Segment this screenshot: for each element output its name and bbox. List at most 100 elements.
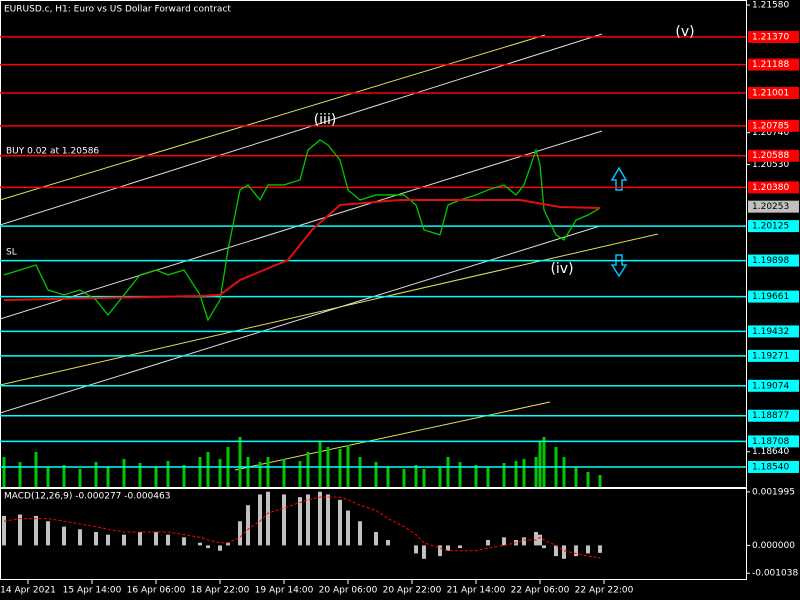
macd-bar <box>106 534 110 546</box>
volume-bar <box>34 452 38 487</box>
price-line <box>3 198 601 301</box>
macd-bar <box>282 494 286 546</box>
macd-bar <box>486 540 490 546</box>
macd-bar <box>414 545 418 554</box>
volume-bar <box>258 462 262 487</box>
macd-bar <box>226 542 230 546</box>
level-label: 1.20785 <box>752 121 789 131</box>
macd-bar <box>78 529 82 546</box>
price-line <box>3 139 601 322</box>
volume-bar <box>522 459 526 487</box>
volume-bar <box>298 461 302 487</box>
macd-bar <box>138 531 142 546</box>
macd-bar <box>542 545 546 549</box>
signal-line <box>3 496 601 559</box>
macd-bar <box>438 545 442 557</box>
macd-bar <box>122 534 126 546</box>
wave-label: (iv) <box>550 261 573 277</box>
x-tick-label: 20 Apr 06:00 <box>319 586 378 596</box>
macd-bar <box>18 514 22 546</box>
volume-bar <box>62 465 66 487</box>
level-label: 1.21370 <box>752 32 789 42</box>
y-tick-label: 1.21580 <box>752 1 789 11</box>
volume-bar <box>502 463 506 487</box>
level-tag <box>748 460 799 473</box>
macd-bar <box>238 521 242 546</box>
level-label: 1.19074 <box>752 381 789 391</box>
current-price-tag <box>748 200 799 213</box>
volume-bar <box>282 459 286 487</box>
volume-bar <box>198 457 202 487</box>
macd-bar <box>534 531 538 546</box>
trend-line <box>0 34 546 201</box>
volume-bar <box>386 467 390 487</box>
volume-bar <box>154 467 158 487</box>
y-tick-label: 1.20740 <box>752 128 789 138</box>
level-label: 1.21001 <box>752 88 789 98</box>
level-tag <box>748 254 799 267</box>
macd-bar <box>586 545 590 554</box>
volume-bar <box>542 437 546 487</box>
y-tick-label: 0.001995 <box>752 487 795 497</box>
volume-bar <box>514 461 518 487</box>
macd-bar <box>562 545 566 559</box>
macd-bar <box>598 545 602 553</box>
wave-label: (v) <box>675 24 694 40</box>
volume-bar <box>166 461 170 487</box>
volume-bar <box>46 467 50 487</box>
macd-frame <box>0 488 747 580</box>
y-tick-label: 0.000000 <box>752 541 795 551</box>
current-price-label: 1.20253 <box>752 202 789 212</box>
y-tick-label: 1.18640 <box>752 447 789 457</box>
macd-bar <box>422 545 426 559</box>
volume-bar <box>402 469 406 487</box>
volume-bar <box>338 449 342 487</box>
macd-bar <box>338 499 342 546</box>
volume-bar <box>458 462 462 487</box>
volume-bar <box>182 465 186 487</box>
x-tick-label: 14 Apr 2021 <box>0 586 56 596</box>
volume-bar <box>238 437 242 487</box>
level-label: 1.19898 <box>752 256 789 266</box>
x-tick-label: 15 Apr 14:00 <box>63 586 122 596</box>
level-label: 1.19661 <box>752 292 789 302</box>
x-tick-label: 18 Apr 22:00 <box>191 586 250 596</box>
macd-bar <box>258 494 262 546</box>
x-tick-label: 20 Apr 22:00 <box>383 586 442 596</box>
level-tag <box>748 86 799 99</box>
level-tag <box>748 290 799 303</box>
volume-bar <box>266 457 270 487</box>
volume-bar <box>438 467 442 487</box>
volume-bar <box>122 459 126 487</box>
volume-bar <box>598 475 602 487</box>
level-tag <box>748 149 799 162</box>
volume-bar <box>486 467 490 487</box>
x-tick-label: 19 Apr 14:00 <box>255 586 314 596</box>
volume-bar <box>534 457 538 487</box>
trend-line <box>0 33 603 226</box>
level-tag <box>748 30 799 43</box>
macd-bar <box>306 494 310 546</box>
macd-bar <box>458 545 462 549</box>
volume-bar <box>94 462 98 487</box>
macd-bar <box>318 491 322 546</box>
volume-bar <box>206 452 210 487</box>
volume-bar <box>2 457 6 487</box>
macd-bar <box>298 497 302 546</box>
macd-bar <box>46 521 50 546</box>
macd-bar <box>182 537 186 546</box>
level-tag <box>748 379 799 392</box>
macd-bar <box>346 510 350 546</box>
level-tag <box>748 325 799 338</box>
volume-bar <box>374 462 378 487</box>
y-tick-label: -0.001038 <box>752 569 798 579</box>
volume-bar <box>318 442 322 487</box>
trend-line <box>0 130 603 320</box>
trend-line <box>0 225 601 414</box>
level-label: 1.19271 <box>752 351 789 361</box>
volume-bar <box>586 472 590 487</box>
macd-bar <box>266 491 270 546</box>
volume-bar <box>306 452 310 487</box>
macd-bar <box>358 521 362 546</box>
